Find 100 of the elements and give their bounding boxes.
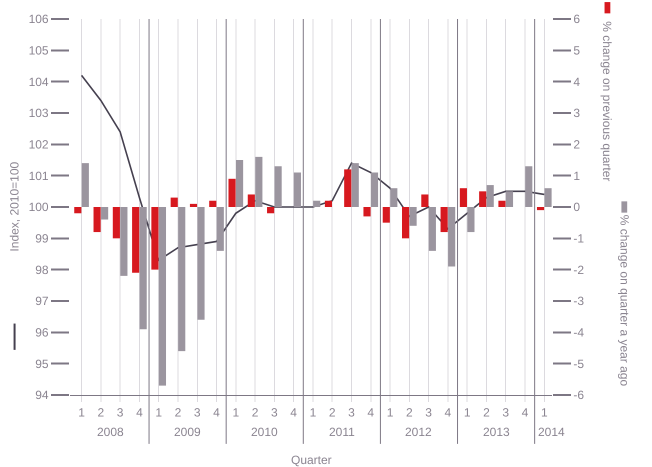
bar bbox=[228, 178, 236, 207]
bar bbox=[448, 207, 456, 267]
y2-tick-label: 5 bbox=[573, 44, 580, 58]
x-tick-label: 2 bbox=[174, 405, 182, 420]
x-tick-label: 4 bbox=[522, 405, 529, 420]
bar bbox=[294, 172, 301, 207]
y-tick-label: 104 bbox=[28, 74, 49, 89]
bar bbox=[506, 191, 514, 207]
bar bbox=[460, 188, 467, 207]
x-tick-label: 2 bbox=[98, 405, 105, 420]
y2-tick-label: 2 bbox=[573, 138, 580, 152]
x-tick-label: 3 bbox=[116, 405, 124, 420]
y2-tick-label: -5 bbox=[573, 356, 584, 371]
bar bbox=[82, 163, 89, 207]
bar bbox=[74, 207, 82, 214]
y-tick-label: 96 bbox=[35, 326, 49, 340]
x-tick-label: 4 bbox=[136, 405, 144, 420]
bar bbox=[324, 200, 332, 207]
bar bbox=[313, 200, 320, 207]
y-axis-title: Index, 2010=100 bbox=[8, 161, 22, 252]
bar bbox=[267, 207, 274, 214]
y-tick-label: 101 bbox=[28, 168, 49, 183]
bar bbox=[112, 207, 120, 238]
x-tick-label: 3 bbox=[502, 405, 510, 420]
text: 2008 bbox=[97, 425, 124, 439]
bar bbox=[274, 166, 282, 207]
y2-tick-label: 0 bbox=[573, 200, 580, 214]
x-tick-label: 3 bbox=[425, 405, 432, 420]
bar bbox=[525, 166, 532, 207]
y2-tick-label: -1 bbox=[573, 232, 584, 246]
y-tick-label: 105 bbox=[28, 44, 49, 58]
text: 2012 bbox=[405, 425, 432, 439]
x-tick-label: 4 bbox=[444, 405, 452, 420]
x-tick-label: 4 bbox=[367, 405, 374, 420]
bar bbox=[421, 194, 428, 207]
bar bbox=[94, 207, 101, 232]
y-tick-label: 100 bbox=[28, 200, 49, 214]
bar bbox=[101, 207, 108, 220]
x-tick-label: 1 bbox=[310, 405, 317, 420]
y2-tick-label: -2 bbox=[573, 262, 584, 277]
bar bbox=[120, 207, 128, 276]
y2-tick-label: 1 bbox=[573, 168, 580, 183]
bar bbox=[248, 194, 255, 207]
text: 2013 bbox=[483, 425, 510, 439]
x-tick-label: 3 bbox=[194, 405, 201, 420]
bar bbox=[236, 160, 244, 207]
bar bbox=[344, 169, 352, 207]
bar bbox=[170, 198, 178, 207]
bar bbox=[382, 207, 390, 223]
bar bbox=[363, 207, 371, 216]
y2-tick-label: 4 bbox=[573, 74, 580, 89]
x-tick-label: 4 bbox=[213, 405, 220, 420]
y-tick-label: 103 bbox=[28, 106, 49, 120]
bar bbox=[498, 200, 506, 207]
y-tick-label: 98 bbox=[35, 262, 49, 277]
bar bbox=[158, 207, 166, 386]
bar bbox=[255, 156, 262, 207]
bar bbox=[132, 207, 140, 273]
y-tick-label: 99 bbox=[35, 232, 49, 246]
bar bbox=[216, 207, 224, 251]
bar bbox=[536, 207, 544, 210]
bar bbox=[209, 200, 216, 207]
x-tick-label: 2 bbox=[483, 405, 490, 420]
x-tick-label: 1 bbox=[540, 405, 548, 420]
y-tick-label: 95 bbox=[35, 356, 49, 371]
y-tick-label: 97 bbox=[35, 294, 49, 308]
x-axis-title: Quarter bbox=[291, 453, 332, 467]
legend-label: % change on quarter a year ago bbox=[617, 214, 632, 386]
y-tick-label: 106 bbox=[28, 12, 49, 26]
y-tick-label: 102 bbox=[28, 138, 49, 152]
legend-label: % change on previous quarter bbox=[600, 21, 614, 182]
text: 2010 bbox=[251, 425, 278, 439]
x-tick-label: 1 bbox=[78, 405, 86, 420]
x-tick-label: 3 bbox=[271, 405, 278, 420]
bar bbox=[410, 207, 417, 226]
bar bbox=[467, 207, 474, 232]
y2-tick-label: -4 bbox=[573, 326, 584, 340]
bar bbox=[352, 163, 359, 207]
bar bbox=[370, 172, 378, 207]
text: 2011 bbox=[329, 425, 356, 439]
text: 2009 bbox=[174, 425, 202, 439]
x-tick-label: 1 bbox=[232, 405, 240, 420]
bar bbox=[178, 207, 186, 352]
x-tick-label: 2 bbox=[406, 405, 413, 420]
y2-tick-label: -6 bbox=[573, 388, 584, 402]
y2-tick-label: 6 bbox=[573, 12, 580, 26]
bar bbox=[440, 207, 448, 232]
bar bbox=[140, 207, 147, 330]
x-tick-label: 1 bbox=[464, 405, 471, 420]
x-tick-label: 2 bbox=[252, 405, 259, 420]
bar bbox=[479, 191, 486, 207]
text: 2014 bbox=[538, 425, 566, 439]
x-tick-label: 2 bbox=[328, 405, 336, 420]
y2-tick-label: 3 bbox=[573, 106, 580, 120]
x-tick-label: 4 bbox=[290, 405, 298, 420]
bar bbox=[428, 207, 436, 251]
bar bbox=[390, 188, 398, 207]
bar bbox=[486, 185, 494, 207]
x-tick-label: 3 bbox=[348, 405, 356, 420]
x-tick-label: 1 bbox=[155, 405, 162, 420]
